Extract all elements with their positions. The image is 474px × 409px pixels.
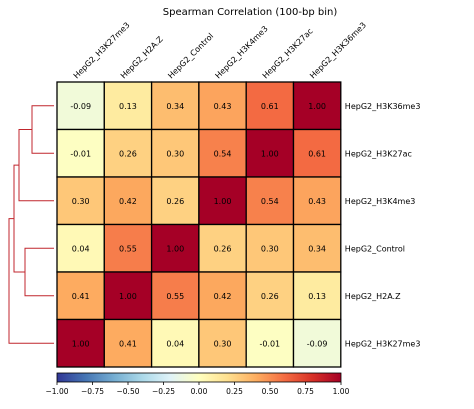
- heatmap-cell: [150, 318, 200, 368]
- row-label: HepG2_H3K27ac: [345, 149, 412, 158]
- heatmap-cell: [292, 223, 342, 273]
- cell-value-label: 0.54: [261, 197, 279, 206]
- heatmap-cell: [292, 271, 342, 321]
- cell-value-label: 0.42: [119, 197, 137, 206]
- heatmap-cell: [150, 271, 200, 321]
- cell-value-label: 0.30: [214, 339, 232, 348]
- cell-value-label: 1.00: [214, 197, 232, 206]
- heatmap-cell: [292, 176, 342, 226]
- column-label: HepG2_H2A.Z: [119, 34, 165, 80]
- dendrogram-branch: [31, 105, 54, 154]
- heatmap-cell: [198, 271, 247, 321]
- cell-value-label: 0.26: [214, 244, 232, 253]
- cell-value-label: 0.34: [308, 244, 326, 253]
- column-label: HepG2_H3K36me3: [308, 21, 368, 81]
- column-label: HepG2_H3K27ac: [261, 27, 315, 81]
- cell-value-label: 1.00: [72, 339, 90, 348]
- column-label: HepG2_Control: [166, 31, 215, 80]
- cell-value-label: 0.26: [261, 292, 279, 301]
- cell-value-label: 0.43: [308, 197, 326, 206]
- cell-value-label: -0.01: [70, 149, 91, 158]
- colorbar-tick-label: −0.50: [117, 387, 140, 396]
- row-label: HepG2_Control: [345, 244, 405, 253]
- cell-value-label: 0.30: [261, 244, 279, 253]
- row-labels: HepG2_H3K36me3 HepG2_H3K27ac HepG2_H3K4me3…: [345, 102, 421, 348]
- heatmap-cell: [198, 128, 247, 178]
- cell-value-label: 1.00: [261, 149, 279, 158]
- colorbar-tick-label: 0.75: [297, 387, 314, 396]
- dendrogram-branch: [24, 247, 54, 297]
- heatmap-cell: [245, 318, 295, 368]
- cell-value-label: -0.09: [70, 102, 91, 111]
- heatmap-cell: [150, 176, 200, 226]
- heatmap-cell: [103, 318, 153, 368]
- row-label: HepG2_H2A.Z: [345, 292, 401, 301]
- cell-value-label: 0.34: [166, 102, 184, 111]
- row-dendrogram: [8, 105, 54, 344]
- cell-value-label: 1.00: [166, 244, 184, 253]
- cell-value-label: 1.00: [308, 102, 326, 111]
- heatmap-cell: [103, 176, 153, 226]
- heatmap-cell: [245, 128, 295, 178]
- cell-value-label: 0.41: [119, 339, 137, 348]
- heatmap-cell: [198, 318, 247, 368]
- colorbar-tick-label: −1.00: [46, 387, 69, 396]
- cell-value-label: -0.01: [259, 339, 280, 348]
- colorbar-tick-label: 1.00: [333, 387, 350, 396]
- heatmap-cell: [103, 271, 153, 321]
- cell-value-label: 0.26: [119, 149, 137, 158]
- cell-value-label: 1.00: [119, 292, 137, 301]
- cell-value-label: 0.42: [214, 292, 232, 301]
- colorbar-gradient: [56, 372, 342, 383]
- colorbar-tick-label: −0.25: [152, 387, 175, 396]
- heatmap-cell: [150, 128, 200, 178]
- cell-value-label: -0.09: [307, 339, 328, 348]
- row-label: HepG2_H3K36me3: [345, 102, 421, 111]
- heatmap-cell: [56, 223, 105, 273]
- heatmap-cell: [292, 128, 342, 178]
- colorbar: −1.00 −0.75 −0.50 −0.25 0.00 0.25 0.50 0.75 1.00: [46, 372, 350, 396]
- cell-value-label: 0.13: [119, 102, 137, 111]
- heatmap-cell: [292, 81, 342, 131]
- colorbar-tick-label: −0.75: [81, 387, 104, 396]
- cell-value-label: 0.55: [119, 244, 137, 253]
- colorbar-tick-label: 0.00: [191, 387, 208, 396]
- column-label: HepG2_H3K4me3: [214, 24, 270, 80]
- cell-value-label: 0.43: [214, 102, 232, 111]
- cell-value-label: 0.30: [166, 149, 184, 158]
- row-label: HepG2_H3K27me3: [345, 339, 421, 348]
- cell-value-label: 0.30: [72, 197, 90, 206]
- cell-value-label: 0.61: [308, 149, 326, 158]
- cell-value-label: 0.54: [214, 149, 232, 158]
- row-label: HepG2_H3K4me3: [345, 197, 416, 206]
- heatmap-cells: -0.09 0.13 0.34 0.43 0.61 1.00 -0.01 0.26 0.30 0.…: [56, 81, 342, 368]
- cell-value-label: 0.13: [308, 292, 326, 301]
- chart-title: Spearman Correlation (100-bp bin): [163, 7, 338, 18]
- colorbar-tick-label: 0.50: [262, 387, 279, 396]
- cell-value-label: 0.61: [261, 102, 279, 111]
- cell-value-label: 0.26: [166, 197, 184, 206]
- heatmap-cell: [245, 271, 295, 321]
- cell-value-label: 0.04: [166, 339, 184, 348]
- dendrogram-branch: [18, 129, 54, 202]
- heatmap-cell: [103, 81, 153, 131]
- heatmap-cell: [56, 176, 105, 226]
- cell-value-label: 0.55: [166, 292, 184, 301]
- cell-value-label: 0.41: [72, 292, 90, 301]
- cell-value-label: 0.04: [72, 244, 90, 253]
- colorbar-tick-label: 0.25: [226, 387, 243, 396]
- heatmap-cell: [292, 318, 342, 368]
- dendrogram-branch: [8, 218, 54, 344]
